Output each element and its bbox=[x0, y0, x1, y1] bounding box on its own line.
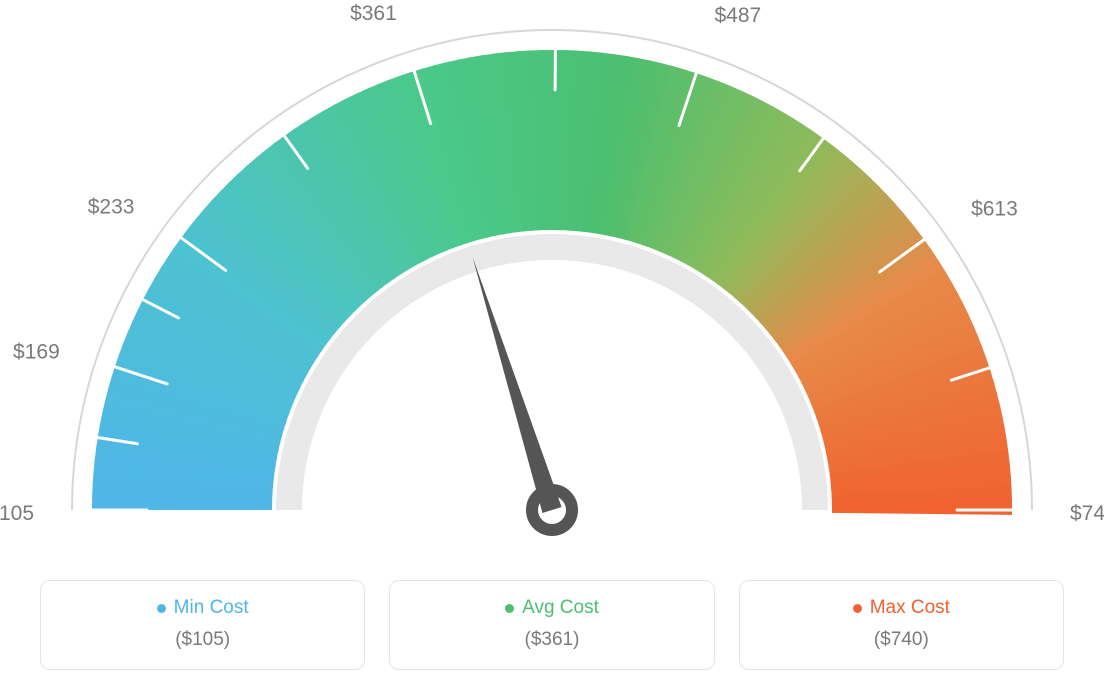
legend-card-max: Max Cost ($740) bbox=[739, 580, 1064, 670]
legend-card-avg: Avg Cost ($361) bbox=[389, 580, 714, 670]
svg-text:$233: $233 bbox=[88, 195, 135, 218]
legend-value-max: ($740) bbox=[750, 629, 1053, 651]
legend-dot-max bbox=[853, 604, 862, 613]
legend-value-min: ($105) bbox=[51, 629, 354, 651]
legend-card-min: Min Cost ($105) bbox=[40, 580, 365, 670]
legend-value-avg: ($361) bbox=[400, 629, 703, 651]
svg-text:$740: $740 bbox=[1070, 502, 1104, 525]
cost-gauge: $105 $169 $233 $361 $487 $613 $740 bbox=[0, 0, 1104, 560]
svg-text:$169: $169 bbox=[13, 341, 60, 364]
svg-text:$105: $105 bbox=[0, 502, 34, 525]
legend-label-max: Max Cost bbox=[870, 597, 950, 619]
legend-row: Min Cost ($105) Avg Cost ($361) Max Cost… bbox=[40, 580, 1064, 670]
legend-label-min: Min Cost bbox=[174, 597, 249, 619]
legend-dot-avg bbox=[505, 604, 514, 613]
legend-label-avg: Avg Cost bbox=[522, 597, 599, 619]
svg-text:$613: $613 bbox=[971, 198, 1018, 221]
svg-text:$361: $361 bbox=[350, 2, 397, 25]
svg-text:$487: $487 bbox=[715, 4, 762, 27]
legend-dot-min bbox=[157, 604, 166, 613]
